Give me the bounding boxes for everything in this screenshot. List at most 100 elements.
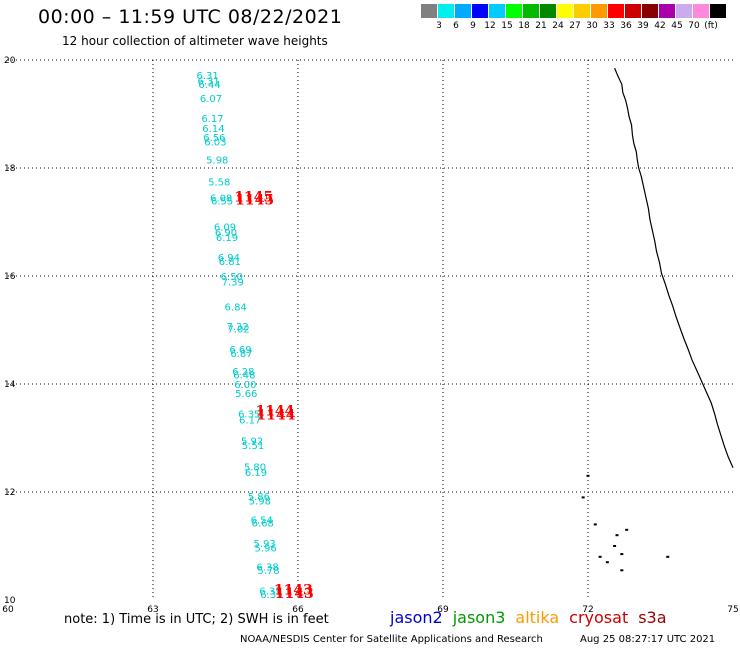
wave-height-value: 6.35 xyxy=(260,590,282,601)
generation-timestamp: Aug 25 08:27:17 UTC 2021 xyxy=(580,634,716,645)
wave-height-value: 6.54 xyxy=(251,515,273,526)
legend-label: 18 xyxy=(518,21,530,31)
legend-swatch xyxy=(523,4,540,18)
legend-label: 3 xyxy=(436,21,442,31)
legend-label: 15 xyxy=(501,21,513,31)
pass-time-label: 1145 xyxy=(234,189,273,205)
wave-height-value: 6.00 xyxy=(234,380,256,391)
lat-tick-label: 12 xyxy=(4,488,15,498)
wave-height-value: 5.66 xyxy=(235,389,257,400)
island-mark xyxy=(620,553,624,556)
island-mark xyxy=(598,555,602,558)
island-mark xyxy=(615,534,619,537)
wave-height-value: 6.14 xyxy=(202,124,224,135)
wave-height-value: 6.31 xyxy=(197,71,219,82)
wave-height-value: 5.96 xyxy=(255,543,277,554)
island-mark xyxy=(666,555,670,558)
legend-unit: (ft) xyxy=(704,21,718,31)
wave-height-value: 7.32 xyxy=(226,322,248,333)
wave-height-value: 7.39 xyxy=(222,278,244,289)
map-grid xyxy=(8,59,733,600)
legend-swatch xyxy=(438,4,455,18)
island-mark xyxy=(581,496,585,499)
wave-height-value: 6.38 xyxy=(256,562,278,573)
wave-height-value: 5.98 xyxy=(249,496,271,507)
wave-height-value: 6.35 xyxy=(238,409,260,420)
lat-tick-label: 20 xyxy=(4,56,16,66)
wave-height-value: 6.03 xyxy=(204,137,226,148)
island-mark xyxy=(613,545,617,547)
wave-height-value: 6.09 xyxy=(214,223,236,234)
wave-height-value: 6.68 xyxy=(252,519,274,530)
wave-height-value: 6.48 xyxy=(233,371,255,382)
legend-swatch xyxy=(608,4,625,18)
lon-tick-label: 60 xyxy=(2,605,14,615)
wave-height-value: 6.56 xyxy=(203,133,225,144)
island-mark xyxy=(605,561,609,564)
legend-swatch xyxy=(710,4,727,18)
legend-label: 21 xyxy=(535,21,547,31)
wave-height-value: 5.51 xyxy=(242,441,264,452)
legend-label: 9 xyxy=(470,21,476,31)
coastline xyxy=(581,67,734,572)
wave-height-value: 6.07 xyxy=(200,94,222,105)
pass-time-label: 1145 xyxy=(235,193,274,209)
wave-height-value: 6.31 xyxy=(197,76,219,87)
legend-swatch xyxy=(472,4,489,18)
wave-height-value: 5.98 xyxy=(206,156,228,167)
wave-height-value: 6.17 xyxy=(201,114,223,125)
legend-label: 12 xyxy=(484,21,496,31)
lat-tick-label: 18 xyxy=(4,164,16,174)
axis-ticks: 60 63 66 69 72 75 20 18 16 14 12 10 xyxy=(2,56,738,615)
wave-height-value: 6.44 xyxy=(198,80,220,91)
page-subtitle: 12 hour collection of altimeter wave hei… xyxy=(62,34,328,48)
legend-swatch xyxy=(540,4,557,18)
wave-height-value: 6.90 xyxy=(215,228,237,239)
satellite-name: altika xyxy=(515,608,560,627)
wave-height-value: 7.02 xyxy=(227,325,249,336)
pass-time-label: 1144 xyxy=(255,403,294,419)
legend-label: 36 xyxy=(620,21,632,31)
wave-height-value: 6.35 xyxy=(259,587,281,598)
island-mark xyxy=(620,569,624,572)
wave-height-value: 6.87 xyxy=(230,349,252,360)
satellite-name: jason3 xyxy=(452,608,506,627)
legend-label: 24 xyxy=(552,21,564,31)
island-mark xyxy=(586,474,590,477)
observations: 6.316.316.44 6.07 6.176.146.566.03 5.98 5.58… xyxy=(197,71,283,601)
pass-time-label: 1143 xyxy=(275,586,314,602)
satellite-legend: jason2 jason3 altika cryosat s3a xyxy=(390,608,677,627)
legend-swatch xyxy=(676,4,693,18)
wave-height-value: 5.93 xyxy=(254,539,276,550)
island-mark xyxy=(593,523,597,526)
note-text: note: 1) Time is in UTC; 2) SWH is in fe… xyxy=(64,612,329,627)
legend-swatch xyxy=(659,4,676,18)
legend-swatch xyxy=(574,4,591,18)
footer-credit: NOAA/NESDIS Center for Satellite Applica… xyxy=(240,634,543,645)
island-mark xyxy=(625,528,629,531)
legend-swatch xyxy=(421,4,438,18)
wave-height-value: 5.58 xyxy=(208,177,230,188)
legend-label: 45 xyxy=(671,21,683,31)
wave-height-value: 5.92 xyxy=(241,436,263,447)
legend-swatch xyxy=(693,4,710,18)
lat-tick-label: 14 xyxy=(4,380,16,390)
lon-tick-label: 75 xyxy=(727,605,738,615)
satellite-name: cryosat xyxy=(569,608,629,627)
wave-height-value: 6.08 xyxy=(210,193,232,204)
legend-swatch xyxy=(557,4,574,18)
legend-swatch xyxy=(455,4,472,18)
legend-swatch xyxy=(625,4,642,18)
lat-tick-label: 16 xyxy=(4,272,16,282)
legend-swatch xyxy=(506,4,523,18)
legend-swatch xyxy=(642,4,659,18)
legend-label: 27 xyxy=(569,21,581,31)
wave-height-value: 6.84 xyxy=(225,303,247,314)
lon-tick-label: 63 xyxy=(147,605,158,615)
legend-swatch xyxy=(489,4,506,18)
lon-tick-label: 72 xyxy=(582,605,593,615)
wave-height-value: 5.78 xyxy=(257,566,279,577)
legend-swatch xyxy=(591,4,608,18)
legend-label: 42 xyxy=(654,21,666,31)
